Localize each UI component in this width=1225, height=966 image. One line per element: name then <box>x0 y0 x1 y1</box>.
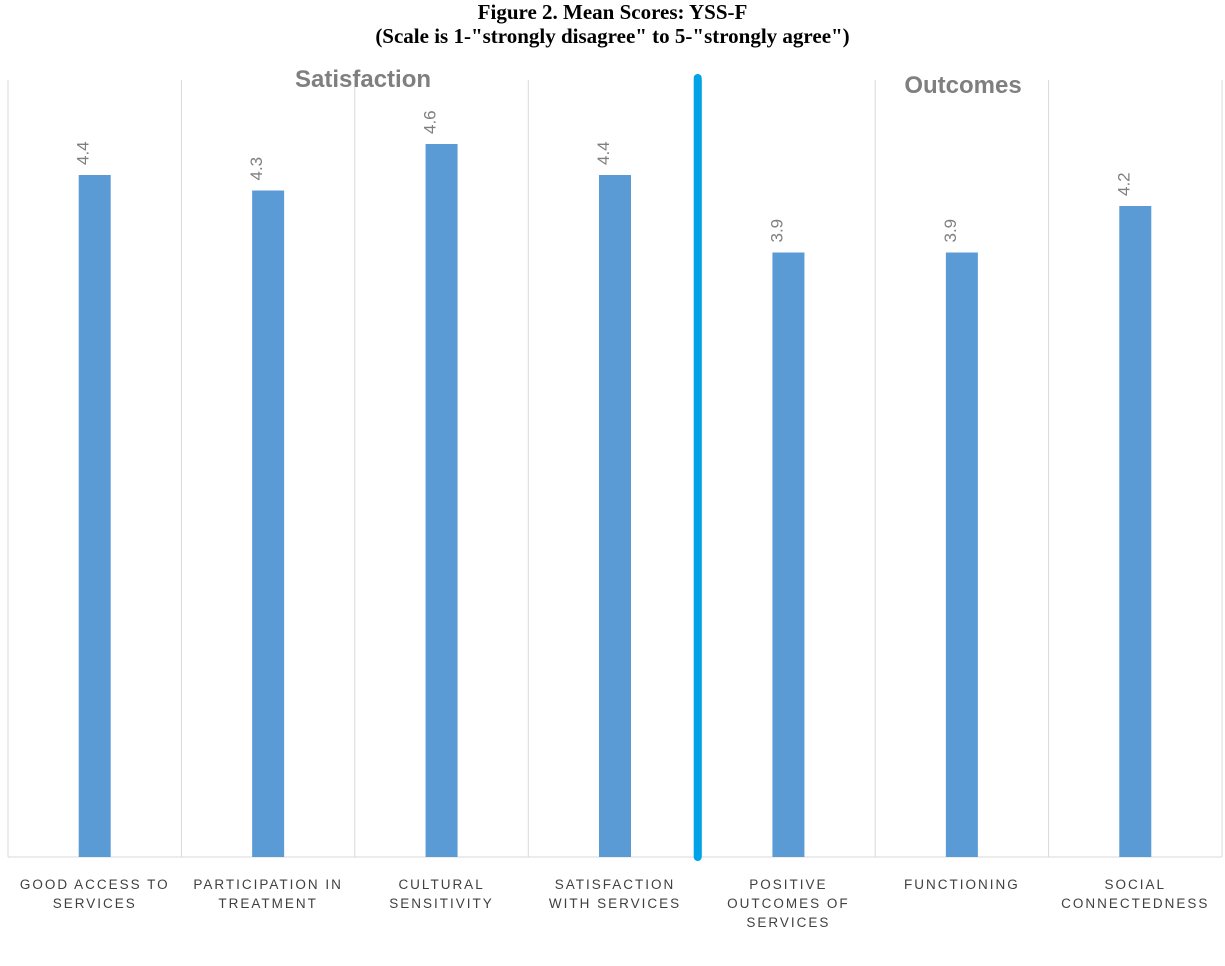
data-labels: 4.4 4.3 4.6 4.4 3.9 3.9 4.2 <box>74 110 1134 242</box>
chart-title: Figure 2. Mean Scores: YSS-F <box>477 0 748 24</box>
data-label: 4.6 <box>421 110 440 134</box>
category-label: GOOD ACCESS TO SERVICES <box>20 877 170 911</box>
data-label: 4.4 <box>594 141 613 165</box>
category-label: PARTICIPATION IN TREATMENT <box>193 877 343 911</box>
category-label: CULTURAL SENSITIVITY <box>389 877 494 911</box>
bar <box>772 252 805 857</box>
data-label: 3.9 <box>941 219 960 243</box>
data-label: 3.9 <box>767 219 786 243</box>
category-label: POSITIVE OUTCOMES OF SERVICES <box>727 877 850 930</box>
data-label: 4.2 <box>1114 172 1133 196</box>
category-label: FUNCTIONING <box>904 877 1020 892</box>
data-label: 4.3 <box>247 157 266 181</box>
group-label: Outcomes <box>904 72 1021 99</box>
chart-subtitle: (Scale is 1-"strongly disagree" to 5-"st… <box>375 24 850 48</box>
bar <box>78 175 111 857</box>
group-label: Satisfaction <box>295 66 431 93</box>
category-labels: GOOD ACCESS TO SERVICES PARTICIPATION IN TR… <box>20 877 1209 930</box>
bar <box>425 144 458 857</box>
bar <box>252 190 285 857</box>
data-label: 4.4 <box>74 141 93 165</box>
bar <box>1119 206 1152 857</box>
bar <box>599 175 631 857</box>
category-label: SATISFACTION WITH SERVICES <box>549 877 681 911</box>
bars <box>78 144 1152 857</box>
bar <box>945 252 978 857</box>
group-labels: Satisfaction Outcomes <box>295 66 1022 99</box>
category-label: SOCIAL CONNECTEDNESS <box>1061 877 1209 911</box>
chart-title-block: Figure 2. Mean Scores: YSS-F (Scale is 1… <box>0 0 1225 48</box>
